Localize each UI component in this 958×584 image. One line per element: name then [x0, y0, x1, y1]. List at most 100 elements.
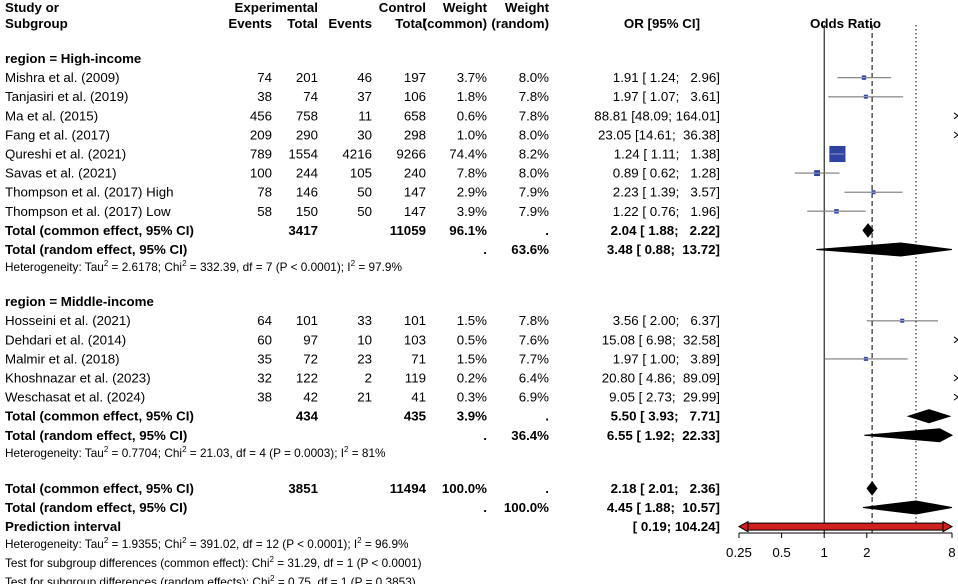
exp-total: 97 — [303, 332, 318, 347]
ci-arrow — [953, 131, 958, 139]
ctrl-total: 41 — [411, 390, 426, 405]
ctrl-total: 71 — [411, 351, 426, 366]
weight-common: 0.6% — [457, 108, 487, 123]
prediction-arrow-right — [942, 520, 954, 533]
ctrl-events: 46 — [357, 70, 372, 85]
weight-common: 1.5% — [457, 313, 487, 328]
ctrl-events: 105 — [350, 166, 372, 181]
ctrl-events: 23 — [357, 351, 372, 366]
subgroup-common-or: 5.50 [ 3.93; 7.71] — [611, 409, 720, 424]
ctrl-total: 9266 — [396, 147, 426, 162]
weight-random: 7.8% — [519, 89, 549, 104]
exp-events: 78 — [257, 185, 272, 200]
weight-common: 2.9% — [457, 185, 487, 200]
ctrl-total: 197 — [404, 70, 426, 85]
study-name: Malmir et al. (2018) — [5, 351, 120, 366]
or-ci: 3.56 [ 2.00; 6.37] — [613, 313, 720, 328]
subgroup-common-or: 2.04 [ 1.88; 2.22] — [611, 223, 720, 238]
weight-random: 7.7% — [519, 351, 549, 366]
exp-events: 38 — [257, 89, 272, 104]
ctrl-total: 240 — [404, 166, 426, 181]
weight-common: 1.8% — [457, 89, 487, 104]
subgroup-heterogeneity: Heterogeneity: Tau2 = 0.7704; Chi2 = 21.… — [5, 445, 386, 460]
weight-common: 0.3% — [457, 390, 487, 405]
weight-random: 7.6% — [519, 332, 549, 347]
overall-common-exp-total: 3851 — [288, 481, 318, 496]
exp-total: 146 — [296, 185, 318, 200]
subgroup-random-weight-common: . — [483, 428, 487, 443]
exp-events: 209 — [250, 127, 272, 142]
exp-events: 456 — [250, 108, 272, 123]
exp-total: 122 — [296, 371, 318, 386]
prediction-bar — [745, 522, 946, 531]
subgroup-common-weight: 3.9% — [457, 409, 487, 424]
ctrl-events: 21 — [357, 390, 372, 405]
exp-events: 789 — [250, 147, 272, 162]
subgroup-common-exp-total: 434 — [296, 409, 319, 424]
study-name: Mishra et al. (2009) — [5, 70, 120, 85]
exp-events: 35 — [257, 351, 272, 366]
overall-common-label: Total (common effect, 95% CI) — [5, 481, 194, 496]
x-axis-tick-label: 2 — [863, 545, 870, 560]
ctrl-total: 119 — [405, 371, 426, 386]
or-ci: 20.80 [ 4.86; 89.09] — [602, 371, 720, 386]
or-ci: 1.22 [ 0.76; 1.96] — [613, 204, 720, 219]
overall-common-diamond — [866, 481, 878, 496]
subgroup-random-weight: 63.6% — [511, 242, 549, 257]
overall-heterogeneity: Heterogeneity: Tau2 = 1.9355; Chi2 = 391… — [5, 536, 409, 551]
weight-common: 0.2% — [457, 371, 487, 386]
exp-total: 72 — [303, 351, 318, 366]
weight-random: 7.9% — [519, 204, 549, 219]
exp-events: 60 — [257, 332, 272, 347]
header-common: (common) — [423, 16, 487, 31]
exp-total: 290 — [296, 127, 318, 142]
study-name: Weschasat et al. (2024) — [5, 390, 145, 405]
header-experimental: Experimental — [234, 0, 318, 15]
exp-total: 101 — [296, 313, 318, 328]
exp-total: 244 — [296, 166, 318, 181]
subgroup-common-weight-random: . — [545, 409, 549, 424]
ctrl-total: 103 — [404, 332, 426, 347]
subgroup-common-ctrl-total: 11059 — [390, 223, 426, 238]
subgroup-common-diamond — [906, 409, 952, 424]
or-ci: 23.05 [14.61; 36.38] — [598, 127, 720, 142]
or-ci: 1.97 [ 1.00; 3.89] — [613, 351, 720, 366]
ci-arrow — [953, 112, 958, 120]
weight-random: 8.2% — [519, 147, 549, 162]
header-ctrl-total: Total — [395, 16, 426, 31]
test-subgroup-random: Test for subgroup differences (random ef… — [5, 574, 416, 584]
weight-common: 1.5% — [457, 351, 487, 366]
ctrl-events: 50 — [357, 185, 372, 200]
study-name: Ma et al. (2015) — [5, 108, 98, 123]
subgroup-common-weight: 96.1% — [449, 223, 487, 238]
x-axis-tick-label: 0.5 — [772, 545, 791, 560]
or-ci: 0.89 [ 0.62; 1.28] — [613, 166, 720, 181]
x-axis-tick-label: 0.25 — [726, 545, 752, 560]
overall-random-diamond — [862, 500, 953, 515]
weight-random: 7.9% — [519, 185, 549, 200]
x-axis-tick-label: 1 — [820, 545, 827, 560]
subgroup-random-label: Total (random effect, 95% CI) — [5, 242, 187, 257]
exp-total: 201 — [296, 70, 318, 85]
header-exp-total: Total — [287, 16, 318, 31]
prediction-label: Prediction interval — [5, 519, 121, 534]
or-ci: 2.23 [ 1.39; 3.57] — [613, 185, 720, 200]
ctrl-total: 106 — [404, 89, 426, 104]
subgroup-random-diamond — [816, 242, 953, 257]
weight-common: 3.9% — [457, 204, 487, 219]
or-ci: 88.81 [48.09; 164.01] — [594, 108, 720, 123]
or-ci: 1.97 [ 1.07; 3.61] — [613, 89, 720, 104]
header-control: Control — [379, 0, 426, 15]
exp-events: 74 — [257, 70, 272, 85]
ctrl-total: 298 — [404, 127, 426, 142]
subgroup-random-weight: 36.4% — [511, 428, 549, 443]
ci-arrow — [953, 374, 958, 382]
prediction-arrow-left — [737, 520, 749, 533]
subgroup-random-or: 6.55 [ 1.92; 22.33] — [607, 428, 720, 443]
weight-random: 7.8% — [519, 108, 549, 123]
exp-total: 150 — [296, 204, 318, 219]
header-exp-events: Events — [228, 16, 272, 31]
ci-arrow — [953, 393, 958, 401]
